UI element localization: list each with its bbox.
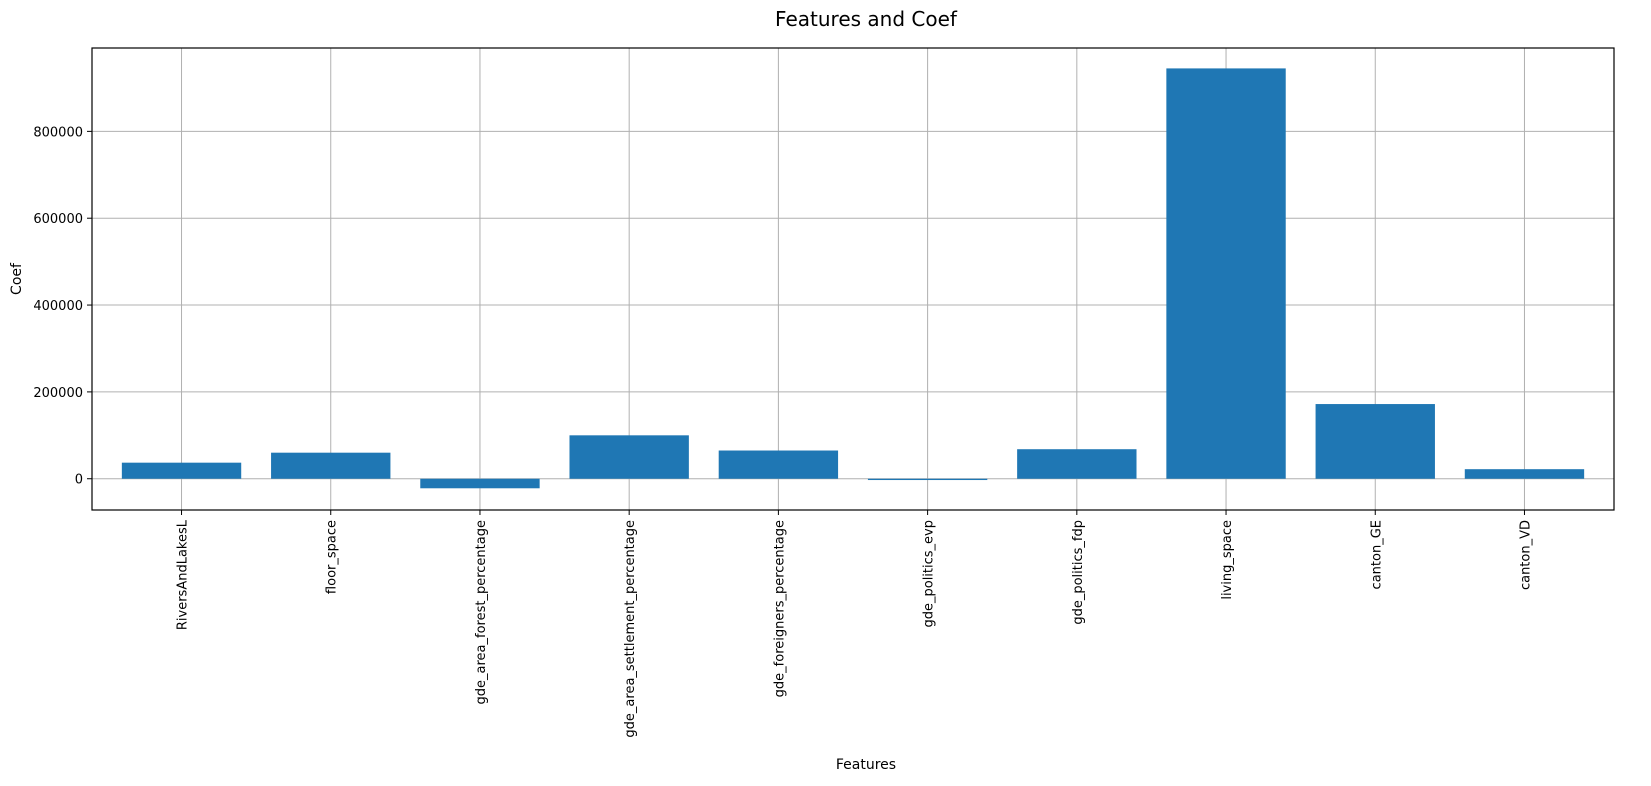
plot-frame <box>91 47 1615 511</box>
x-tick-label: living_space <box>1220 520 1235 600</box>
x-tick-label: floor_space <box>325 520 340 594</box>
bar-gde_politics_fdp <box>1017 449 1137 479</box>
y-tick-label: 600000 <box>33 212 83 227</box>
bar-gde_area_forest_percentage <box>420 478 540 489</box>
bars <box>121 68 1585 489</box>
y-axis-label: Coef <box>9 262 25 295</box>
y-tick-label: 0 <box>75 473 83 488</box>
bar-gde_area_settlement_percentage <box>569 435 689 479</box>
y-tick-label: 200000 <box>33 386 83 401</box>
y-axis-ticks: 0 200000 400000 600000 800000 <box>33 125 92 488</box>
bar-gde_foreigners_percentage <box>718 450 839 479</box>
x-tick-label: RiversAndLakesL <box>176 519 191 630</box>
bar-gde_politics_evp <box>867 478 988 481</box>
x-tick-label: canton_GE <box>1369 520 1384 589</box>
bar-living_space <box>1166 68 1286 479</box>
x-tick-label: gde_politics_evp <box>922 520 937 628</box>
x-axis-ticks: RiversAndLakesL floor_space gde_area_fores… <box>176 510 1533 738</box>
x-tick-label: gde_foreigners_percentage <box>772 520 787 697</box>
chart-title: Features and Coef <box>775 7 958 31</box>
bar-canton_VD <box>1464 469 1585 479</box>
y-tick-label: 800000 <box>33 125 83 140</box>
x-tick-label: gde_politics_fdp <box>1071 520 1086 625</box>
x-tick-label: gde_area_settlement_percentage <box>623 520 638 738</box>
x-axis-label: Features <box>836 757 896 773</box>
bar-floor_space <box>271 452 391 479</box>
bar-RiversAndLakesL <box>121 462 242 479</box>
y-tick-label: 400000 <box>33 299 83 314</box>
x-tick-label: gde_area_forest_percentage <box>474 520 489 704</box>
x-tick-label: canton_VD <box>1518 520 1533 590</box>
bar-canton_GE <box>1315 404 1435 479</box>
